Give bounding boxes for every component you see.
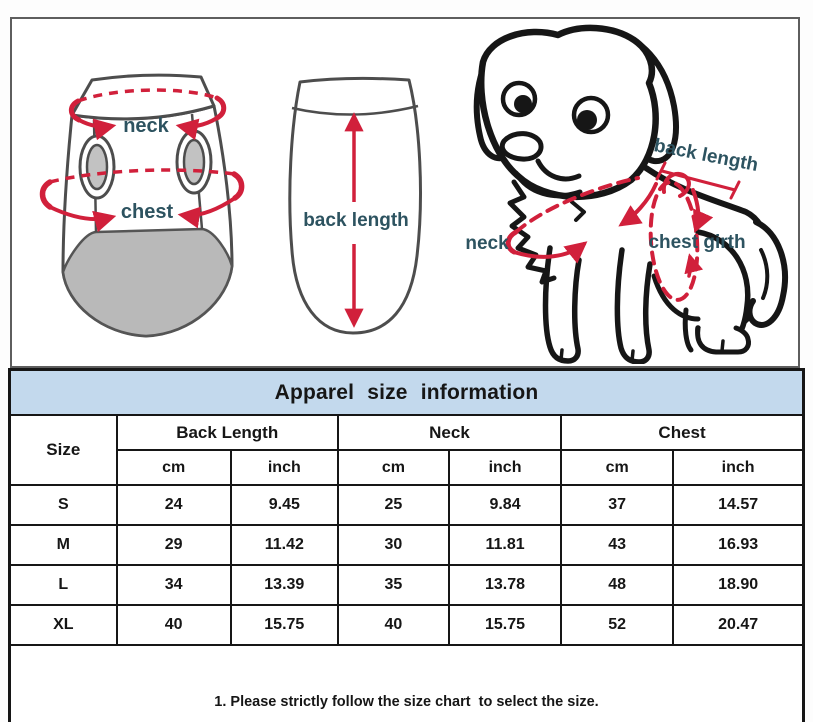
dog-nose xyxy=(499,131,544,162)
col-header-neck: Neck xyxy=(336,414,563,451)
dog-figure: back length neck chest girth xyxy=(450,20,800,364)
group-header-row: Size Back Length Neck Chest xyxy=(8,414,805,486)
table-row-s: S 24 9.45 25 9.84 37 14.57 xyxy=(8,484,805,526)
garment-back-illustration: back length xyxy=(288,76,422,335)
value-cell: 35 xyxy=(336,564,450,606)
chest-measure-loop xyxy=(39,168,245,233)
dog-neck-label: neck xyxy=(465,233,509,254)
value-cell: 40 xyxy=(336,604,450,646)
value-cell: 29 xyxy=(115,524,232,566)
value-cell: 37 xyxy=(560,484,675,526)
unit-neck-cm: cm xyxy=(336,449,450,486)
value-cell: 43 xyxy=(560,524,675,566)
garment-back-figure: back length xyxy=(283,76,428,336)
size-table: Apparel size information Size Back Lengt… xyxy=(8,368,805,722)
value-cell: 15.75 xyxy=(229,604,339,646)
unit-chest-inch: inch xyxy=(672,449,805,486)
notes-row: 1. Please strictly follow the size chart… xyxy=(8,643,805,722)
dog-chest-down-arrow xyxy=(691,188,714,234)
dog-neck-arrow xyxy=(512,241,588,264)
dog-head xyxy=(473,24,679,200)
note-line-1: 1. Please strictly follow the size chart… xyxy=(214,693,599,710)
value-cell: 24 xyxy=(115,484,232,526)
dog-chin xyxy=(513,170,583,199)
front-neck-label: neck xyxy=(123,115,169,137)
value-cell: 30 xyxy=(336,524,450,566)
size-notes: 1. Please strictly follow the size chart… xyxy=(8,643,805,722)
leg-hole-right-inner xyxy=(182,138,206,186)
value-cell: 9.84 xyxy=(447,484,563,526)
dog-chest-loop-dashed xyxy=(648,180,700,302)
unit-neck-inch: inch xyxy=(447,449,563,486)
col-header-chest: Chest xyxy=(560,414,805,451)
dog-backlength-tick-start xyxy=(655,161,667,181)
value-cell: 48 xyxy=(560,564,675,606)
value-cell: 15.75 xyxy=(447,604,563,646)
dog-illustration: back length neck chest girth xyxy=(465,24,788,364)
back-length-label: back length xyxy=(303,210,409,231)
unit-chest-cm: cm xyxy=(560,449,675,486)
measurement-diagram-panel: neck chest bac xyxy=(10,17,800,368)
size-label: M xyxy=(8,524,118,566)
value-cell: 20.47 xyxy=(672,604,805,646)
dog-back-length-label: back length xyxy=(652,135,760,176)
unit-header-row: cm inch cm inch cm inch xyxy=(10,449,805,486)
garment-back-body xyxy=(288,76,422,335)
leg-hole-left-inner xyxy=(85,143,109,191)
table-row-xl: XL 40 15.75 40 15.75 52 20.47 xyxy=(8,604,805,646)
size-label: L xyxy=(8,564,118,606)
value-cell: 13.39 xyxy=(229,564,339,606)
table-title-row: Apparel size information xyxy=(8,368,805,416)
dog-neck-loop-end xyxy=(505,229,519,255)
value-cell: 9.45 xyxy=(229,484,339,526)
value-cell: 16.93 xyxy=(672,524,805,566)
value-cell: 25 xyxy=(336,484,450,526)
value-cell: 34 xyxy=(115,564,232,606)
dog-measure-annotations xyxy=(505,161,741,302)
size-label: S xyxy=(8,484,118,526)
garment-front-figure: neck chest xyxy=(36,70,252,340)
dog-back-to-chest-arrow xyxy=(618,182,658,227)
dog-backlength-tick-end xyxy=(729,180,741,200)
table-row-l: L 34 13.39 35 13.78 48 18.90 xyxy=(8,564,805,606)
value-cell: 14.57 xyxy=(672,484,805,526)
unit-back-cm: cm xyxy=(115,449,232,486)
value-cell: 11.42 xyxy=(229,524,339,566)
size-label: XL xyxy=(8,604,118,646)
neck-measure-loop xyxy=(68,88,227,141)
value-cell: 11.81 xyxy=(447,524,563,566)
dog-neck-loop-dashed xyxy=(514,176,640,234)
dog-body xyxy=(507,165,788,364)
unit-back-inch: inch xyxy=(229,449,339,486)
dog-chest-up-arrow xyxy=(684,253,704,278)
col-header-size: Size xyxy=(8,414,118,486)
garment-front-belly-panel xyxy=(61,227,234,338)
dog-mouth xyxy=(535,158,582,182)
garment-front-collar xyxy=(70,73,216,121)
dog-pupil-left xyxy=(514,95,532,113)
value-cell: 18.90 xyxy=(672,564,805,606)
dog-pupil-right xyxy=(577,110,597,130)
front-chest-label: chest xyxy=(121,201,174,223)
value-cell: 13.78 xyxy=(447,564,563,606)
dog-chest-girth-label: chest girth xyxy=(648,232,745,253)
value-cell: 40 xyxy=(115,604,232,646)
table-title: Apparel size information xyxy=(8,368,805,416)
col-header-back-length: Back Length xyxy=(115,414,339,451)
value-cell: 52 xyxy=(560,604,675,646)
size-table-section: Apparel size information Size Back Lengt… xyxy=(8,368,805,722)
table-row-m: M 29 11.42 30 11.81 43 16.93 xyxy=(8,524,805,566)
dog-backlength-dim-line xyxy=(660,169,737,192)
garment-front-illustration: neck chest xyxy=(39,73,245,338)
